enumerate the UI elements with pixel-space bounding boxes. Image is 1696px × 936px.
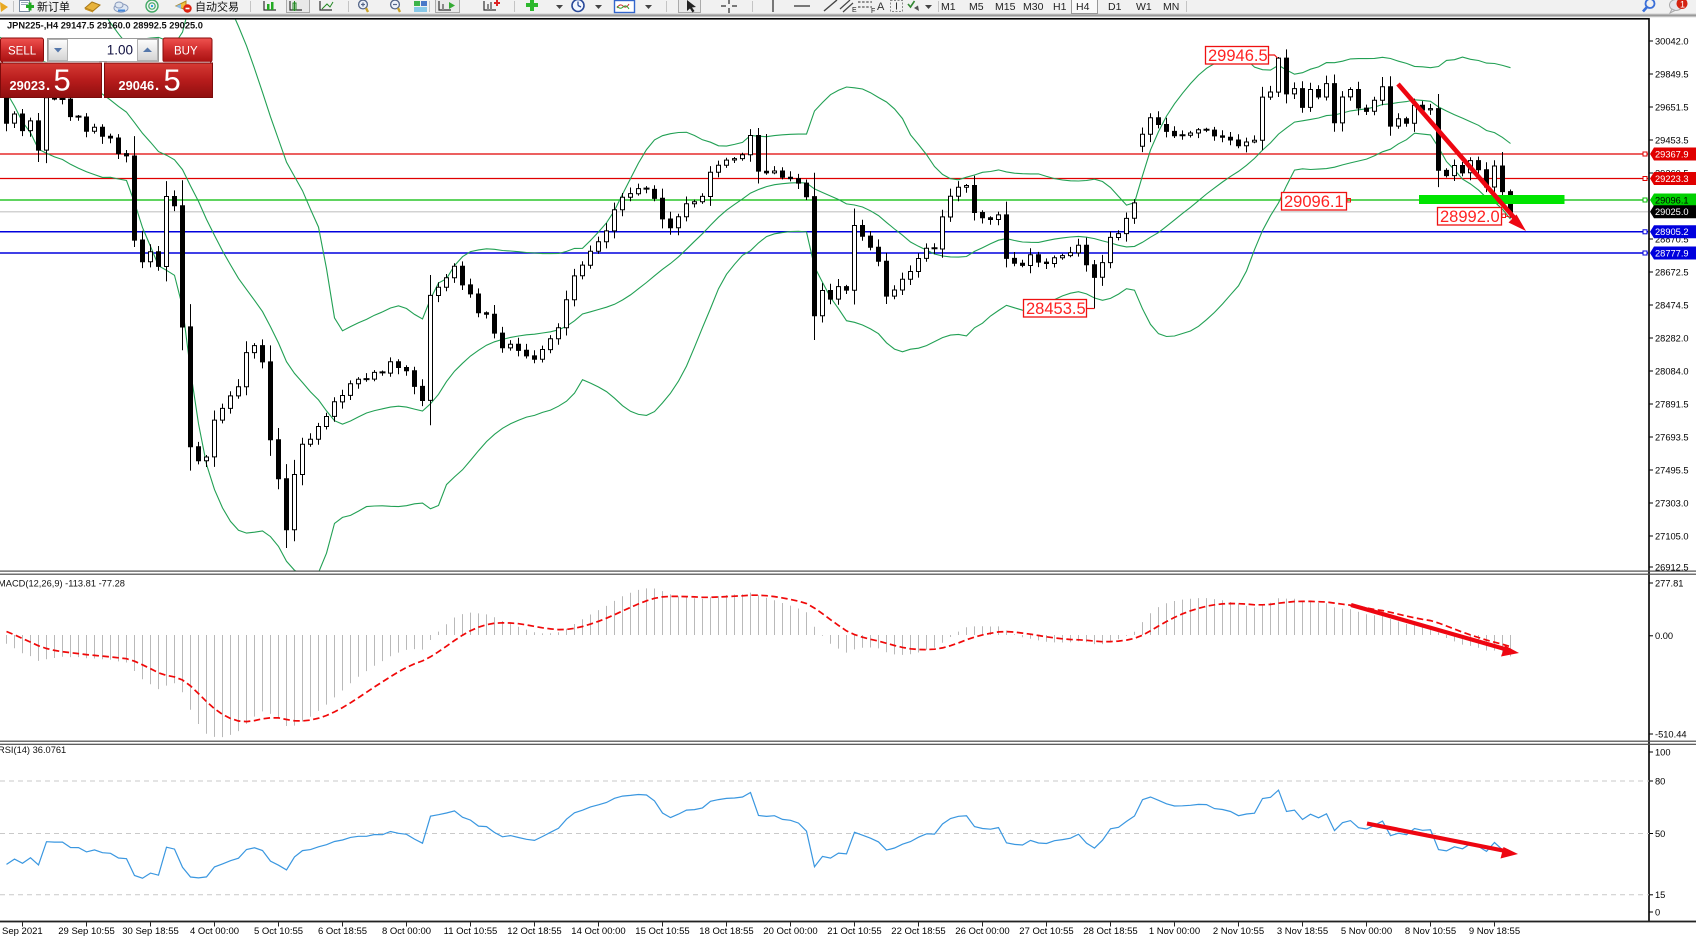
svg-text:M15: M15	[995, 1, 1016, 13]
svg-text:5: 5	[164, 63, 181, 98]
svg-text:29946.5: 29946.5	[1208, 47, 1268, 65]
svg-text:29 Sep 10:55: 29 Sep 10:55	[58, 926, 115, 936]
svg-text:新订单: 新订单	[37, 0, 70, 14]
svg-text:D1: D1	[1108, 1, 1122, 13]
svg-text:28870.5: 28870.5	[1655, 234, 1689, 244]
svg-text:E: E	[852, 7, 857, 14]
svg-text:12 Oct 18:55: 12 Oct 18:55	[507, 926, 561, 936]
svg-text:F: F	[871, 8, 875, 15]
svg-text:28474.5: 28474.5	[1655, 300, 1689, 310]
svg-text:29096.1: 29096.1	[1284, 193, 1344, 211]
svg-text:29025.0: 29025.0	[1655, 207, 1689, 217]
svg-text:28084.0: 28084.0	[1655, 366, 1689, 376]
svg-text:28905.2: 28905.2	[1655, 227, 1689, 237]
svg-text:18 Oct 18:55: 18 Oct 18:55	[699, 926, 753, 936]
svg-text:11 Oct 10:55: 11 Oct 10:55	[444, 926, 498, 936]
svg-text:H1: H1	[1053, 1, 1067, 13]
svg-text:SELL: SELL	[8, 46, 37, 58]
svg-text:27303.0: 27303.0	[1655, 498, 1689, 508]
svg-text:27 Oct 10:55: 27 Oct 10:55	[1019, 926, 1073, 936]
svg-text:Sep 2021: Sep 2021	[2, 926, 43, 936]
svg-text:29849.5: 29849.5	[1655, 69, 1689, 79]
svg-text:50: 50	[1655, 829, 1665, 839]
svg-text:29453.5: 29453.5	[1655, 135, 1689, 145]
svg-text:26 Oct 00:00: 26 Oct 00:00	[955, 926, 1009, 936]
svg-text:.: .	[155, 77, 159, 94]
svg-text:1 Nov 00:00: 1 Nov 00:00	[1149, 926, 1200, 936]
svg-text:28777.9: 28777.9	[1655, 248, 1689, 258]
svg-text:8 Nov 10:55: 8 Nov 10:55	[1405, 926, 1456, 936]
svg-text:H4: H4	[1076, 1, 1090, 13]
svg-text:29223.3: 29223.3	[1655, 174, 1689, 184]
svg-text:.: .	[46, 77, 50, 94]
svg-text:MN: MN	[1163, 1, 1179, 13]
svg-text:28 Oct 18:55: 28 Oct 18:55	[1083, 926, 1137, 936]
svg-text:27105.0: 27105.0	[1655, 531, 1689, 541]
svg-text:W1: W1	[1136, 1, 1152, 13]
svg-text:22 Oct 18:55: 22 Oct 18:55	[891, 926, 945, 936]
svg-text:M1: M1	[941, 1, 956, 13]
svg-text:80: 80	[1655, 776, 1665, 786]
svg-text:BUY: BUY	[174, 46, 198, 58]
svg-text:29096.1: 29096.1	[1655, 195, 1689, 205]
svg-text:277.81: 277.81	[1655, 578, 1683, 588]
svg-text:6 Oct 18:55: 6 Oct 18:55	[318, 926, 367, 936]
svg-text:28282.0: 28282.0	[1655, 333, 1689, 343]
svg-text:0.00: 0.00	[1655, 631, 1673, 641]
svg-text:5 Oct 10:55: 5 Oct 10:55	[254, 926, 303, 936]
svg-text:20 Oct 00:00: 20 Oct 00:00	[763, 926, 817, 936]
svg-text:MACD(12,26,9) -113.81 -77.28: MACD(12,26,9) -113.81 -77.28	[0, 579, 125, 589]
svg-text:M5: M5	[969, 1, 984, 13]
svg-text:29046: 29046	[119, 78, 155, 93]
svg-text:28453.5: 28453.5	[1026, 300, 1086, 318]
svg-text:自动交易: 自动交易	[195, 0, 239, 14]
svg-text:30042.0: 30042.0	[1655, 36, 1689, 46]
svg-text:29651.5: 29651.5	[1655, 102, 1689, 112]
svg-text:29023: 29023	[10, 78, 46, 93]
svg-text:JPN225-,H4 29147.5 29160.0 28: JPN225-,H4 29147.5 29160.0 28992.5 29025…	[7, 21, 203, 31]
svg-text:14 Oct 00:00: 14 Oct 00:00	[571, 926, 625, 936]
svg-text:9 Nov 18:55: 9 Nov 18:55	[1469, 926, 1520, 936]
svg-text:15 Oct 10:55: 15 Oct 10:55	[635, 926, 689, 936]
svg-text:2 Nov 10:55: 2 Nov 10:55	[1213, 926, 1264, 936]
svg-text:27693.5: 27693.5	[1655, 432, 1689, 442]
svg-text:27891.5: 27891.5	[1655, 399, 1689, 409]
svg-text:29367.9: 29367.9	[1655, 149, 1689, 159]
svg-text:15: 15	[1655, 890, 1665, 900]
svg-text:5 Nov 00:00: 5 Nov 00:00	[1341, 926, 1392, 936]
svg-text:A: A	[877, 1, 885, 13]
svg-text:100: 100	[1655, 747, 1671, 757]
svg-text:1.00: 1.00	[107, 43, 133, 58]
svg-text:26912.5: 26912.5	[1655, 562, 1689, 572]
svg-text:5: 5	[54, 63, 71, 98]
svg-text:3 Nov 18:55: 3 Nov 18:55	[1277, 926, 1328, 936]
svg-text:M30: M30	[1023, 1, 1044, 13]
svg-text:1: 1	[1680, 0, 1685, 10]
svg-text:28992.0: 28992.0	[1440, 208, 1500, 226]
svg-text:27495.5: 27495.5	[1655, 465, 1689, 475]
svg-text:8 Oct 00:00: 8 Oct 00:00	[382, 926, 431, 936]
svg-text:30 Sep 18:55: 30 Sep 18:55	[122, 926, 179, 936]
svg-text:RSI(14) 36.0761: RSI(14) 36.0761	[0, 745, 66, 755]
svg-text:-510.44: -510.44	[1655, 729, 1687, 739]
svg-text:4 Oct 00:00: 4 Oct 00:00	[190, 926, 239, 936]
svg-text:0: 0	[1655, 907, 1660, 917]
svg-text:28672.5: 28672.5	[1655, 267, 1689, 277]
svg-text:21 Oct 10:55: 21 Oct 10:55	[827, 926, 881, 936]
